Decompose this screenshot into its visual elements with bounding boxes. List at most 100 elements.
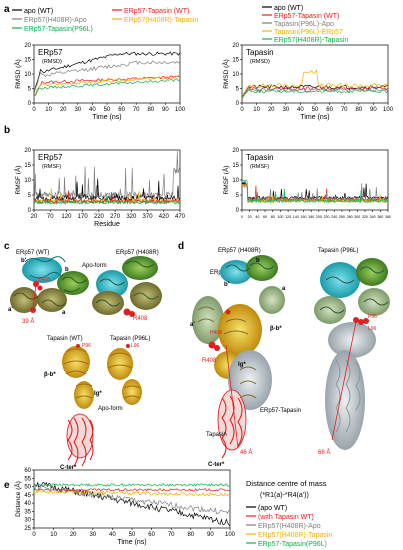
legend-a-right: apo (WT) ERp57-Tapasin (WT) Tapasin(P96L… <box>262 5 348 44</box>
b_left-xtick: 70 <box>47 214 54 220</box>
a_right-ytick: 0 <box>236 101 240 107</box>
plot-a-tapasin-rmsd: 0 5 10 15 20 0 10 20 30 40 50 60 70 80 90 100 RMSD (Å) Ti… <box>221 43 394 121</box>
panel-label-a: a <box>4 4 10 15</box>
b_left-title: ERp57 <box>38 153 63 162</box>
d-label-dist1: 46 Å <box>240 449 252 456</box>
b_right-xtick: 340 <box>370 215 376 219</box>
c-label-apo-form-2: Apo-form <box>98 406 123 412</box>
a_left-xtick: 10 <box>45 107 52 113</box>
legend-a-right-0: apo (WT) <box>274 5 303 12</box>
plot-e-distance: 25 30 35 40 45 50 55 60 0 10 20 30 40 50 60 70 80 90 100 Di… <box>13 468 236 546</box>
e-xlabel: Time (ns) <box>117 539 146 546</box>
b_left-xtick: 370 <box>143 214 154 220</box>
b_right-xtick: 380 <box>385 215 391 219</box>
e-xtick: 30 <box>89 532 96 538</box>
plot-b-erp57-rmsf: 0 5 10 15 20 20 70 120 170 220 270 320 370 420 470 RMSF… <box>13 148 186 228</box>
a_left-xtick: 50 <box>104 107 111 113</box>
a_right-xtick: 50 <box>312 107 319 113</box>
panel-label-c: c <box>4 241 10 252</box>
a_left-xtick: 60 <box>118 107 125 113</box>
b_right-ytick: 5 <box>236 193 240 199</box>
d-label-cter: C-ter* <box>208 462 225 468</box>
d-label-h408: H408 <box>210 330 222 336</box>
a_right-series-4 <box>241 88 389 99</box>
a_left-xtick: 0 <box>32 107 36 113</box>
a_right-ytick: 15 <box>232 58 239 64</box>
b_left-subtitle: (RMSF) <box>42 164 61 170</box>
b_left-ytick: 15 <box>24 163 31 169</box>
b_right-series-0 <box>241 180 389 201</box>
e-series-2 <box>33 489 231 497</box>
a_right-xtick: 10 <box>253 107 260 113</box>
a_right-xtick: 30 <box>282 107 289 113</box>
c-label-a: a <box>62 310 66 316</box>
b_right-xtick: 360 <box>377 215 383 219</box>
b_right-xtick: 40 <box>255 215 259 219</box>
b_left-xtick: 120 <box>61 214 72 220</box>
a_right-xlabel: Time (ns) <box>300 114 329 121</box>
a_left-xtick: 20 <box>60 107 67 113</box>
e-ytick: 55 <box>24 476 31 482</box>
a_right-xtick: 90 <box>370 107 377 113</box>
a_left-xtick: 100 <box>175 107 186 113</box>
d-label-dist2: 68 Å <box>318 449 330 456</box>
b_right-xtick: 180 <box>308 215 314 219</box>
a_right-xtick: 60 <box>326 107 333 113</box>
tapasin-p96l-structure <box>107 344 142 405</box>
a_left-xlabel: Time (ns) <box>92 114 121 121</box>
a_left-series-2 <box>33 75 181 97</box>
b_right-xtick: 220 <box>324 215 330 219</box>
e-ytick: 60 <box>24 468 31 474</box>
b_right-subtitle: (RMSF) <box>250 164 269 170</box>
legend-e-item-3: ERp57(H408R)-Tapasin <box>258 532 332 539</box>
a_right-xtick: 0 <box>240 107 244 113</box>
a_right-series-1 <box>241 85 389 99</box>
a_left-series-0 <box>33 51 181 94</box>
b_left-ytick: 20 <box>24 148 31 154</box>
b_left-xtick: 420 <box>159 214 170 220</box>
b_left-xlabel: Residue <box>94 221 120 228</box>
a_left-ytick: 10 <box>24 72 31 78</box>
b_right-xtick: 140 <box>293 215 299 219</box>
b_left-ytick: 0 <box>28 208 32 214</box>
a_right-ytick: 5 <box>236 87 240 93</box>
legend-a-right-4: ERp57(H408R)-Tapasin <box>274 37 348 44</box>
e-xtick: 0 <box>32 532 36 538</box>
c-label-cter: C-ter* <box>60 465 77 471</box>
e-ytick: 25 <box>24 526 31 532</box>
legend-a-left-0: apo (WT) <box>24 8 53 15</box>
b_right-xtick: 240 <box>331 215 337 219</box>
c-label-p96: P96 <box>82 343 91 349</box>
a_left-xtick: 40 <box>89 107 96 113</box>
c-label-erp57-h408r: ERp57 (H408R) <box>116 250 159 256</box>
erp57-wt-structure <box>10 256 89 313</box>
a_right-series-3 <box>241 68 389 99</box>
c-label-apo-form: Apo-form <box>82 263 107 269</box>
e-xtick: 70 <box>168 532 175 538</box>
b_right-xtick: 160 <box>300 215 306 219</box>
b_right-xtick: 280 <box>347 215 353 219</box>
c-label-tapasin-wt: Tapasin (WT) <box>47 336 83 342</box>
b_left-series-0 <box>33 150 181 200</box>
b_right-ytick: 15 <box>232 163 239 169</box>
a_left-series-1 <box>33 60 181 94</box>
b_left-ytick: 10 <box>24 178 31 184</box>
erp57-h408r-structure <box>92 256 162 317</box>
panel-label-d: d <box>178 241 184 252</box>
legend-a-mid-1: ERp57(H408R)-Tapasin <box>124 17 198 24</box>
a_right-xtick: 80 <box>355 107 362 113</box>
structure-panel-c: ERp57 (WT) ERp57 (H408R) Apo-form b' b a… <box>8 250 162 471</box>
b_left-xtick: 170 <box>78 214 89 220</box>
a_right-ytick: 20 <box>232 43 239 49</box>
a_left-subtitle: (RMSD) <box>42 59 62 65</box>
d-label-erp57: ERp57 <box>210 270 229 276</box>
legend-a-right-3: Tapasin(P96L)-ERp57 <box>274 29 343 36</box>
legend-a-left-1: ERp57(H408R)-Apo <box>24 17 87 24</box>
b_right-ytick: 0 <box>236 208 240 214</box>
legend-e: Distance centre of mass (*R1(a)-*R4(a'))… <box>246 479 332 548</box>
c-label-erp57-wt: ERp57 (WT) <box>16 250 49 256</box>
a_left-xtick: 70 <box>133 107 140 113</box>
b_right-xtick: 300 <box>354 215 360 219</box>
a_left-xtick: 90 <box>162 107 169 113</box>
